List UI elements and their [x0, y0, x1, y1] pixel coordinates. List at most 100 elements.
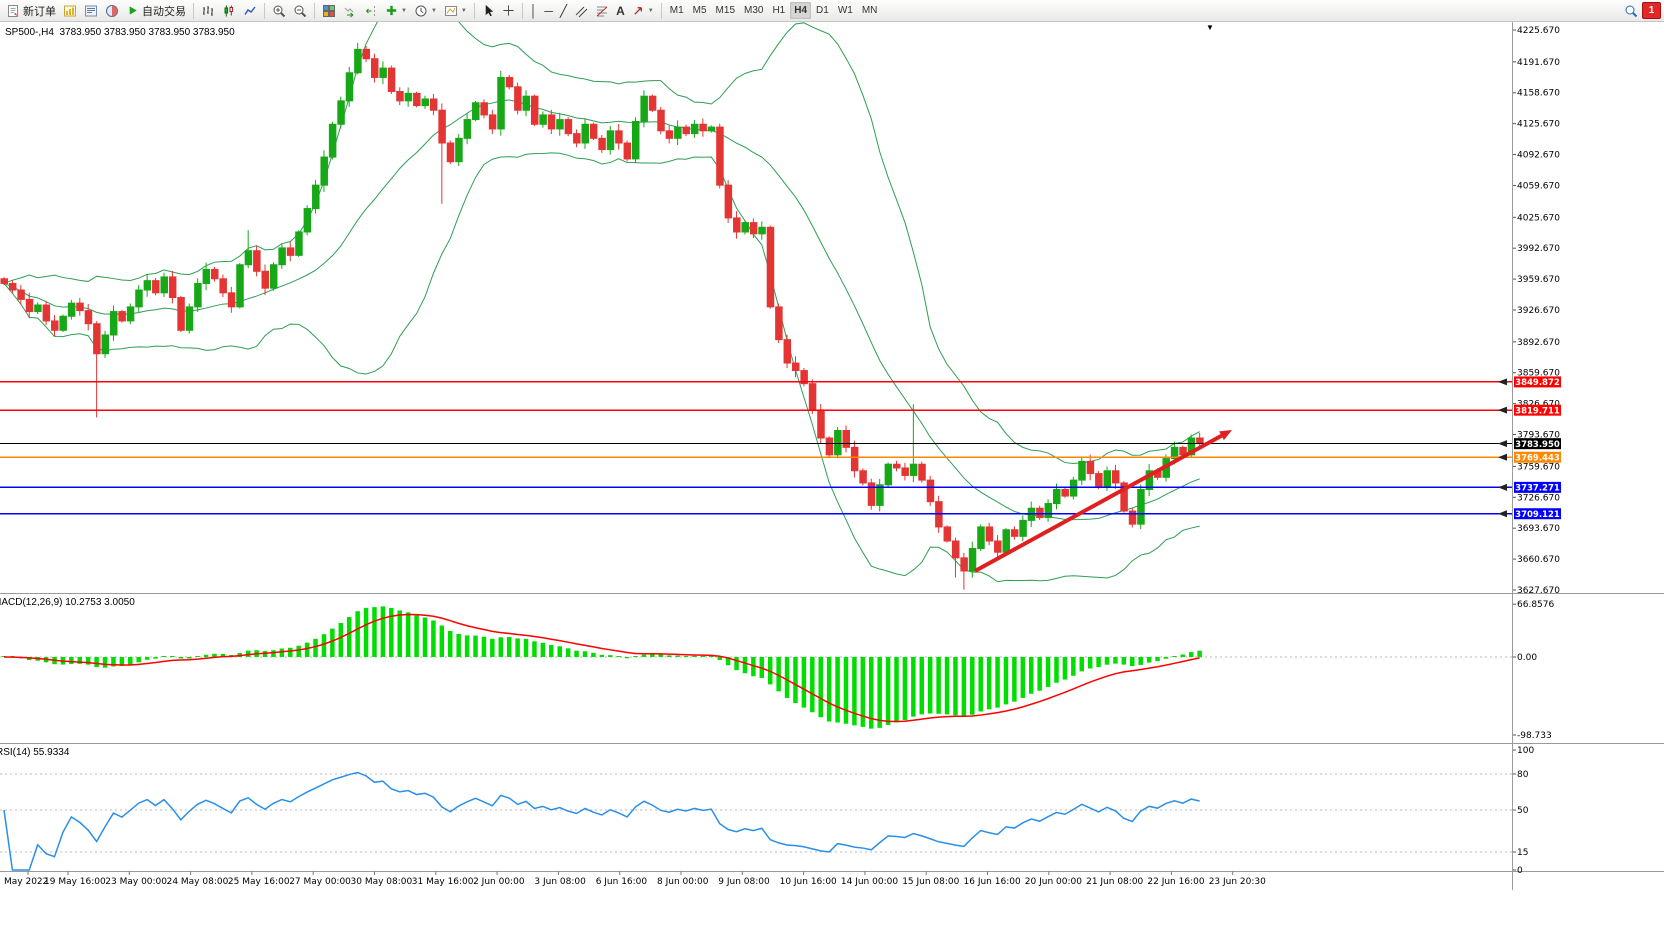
svg-text:4025.670: 4025.670 — [1517, 213, 1560, 223]
bar-chart-icon — [203, 5, 213, 16]
data-window-icon — [106, 4, 118, 17]
macd-indicator-label: MACD(12,26,9) 10.2753 3.0050 — [0, 597, 135, 608]
svg-text:3726.670: 3726.670 — [1517, 493, 1560, 503]
auto-scroll-icon — [344, 7, 354, 17]
auto-trading-button[interactable]: 自动交易 — [123, 1, 189, 20]
svg-text:3627.670: 3627.670 — [1517, 586, 1560, 596]
cursor-button[interactable] — [479, 1, 498, 20]
fibonacci-button[interactable] — [592, 1, 612, 20]
periods-button[interactable]: ▼ — [411, 1, 440, 20]
tile-windows-icon — [323, 4, 335, 17]
new-order-button[interactable]: 新订单 — [3, 1, 59, 20]
toolbar-separator — [521, 2, 523, 19]
svg-text:4059.670: 4059.670 — [1517, 181, 1560, 191]
timeframe-m30[interactable]: M30 — [744, 5, 764, 16]
svg-text:3 Jun 08:00: 3 Jun 08:00 — [534, 877, 586, 887]
svg-text:8 Jun 00:00: 8 Jun 00:00 — [657, 877, 709, 887]
trendline-icon: ╱ — [559, 3, 568, 18]
macd-signal-line — [3, 613, 1200, 723]
templates-button[interactable]: ▼ — [441, 1, 470, 20]
cursor-arrow-icon — [485, 4, 494, 17]
line-chart-button[interactable] — [240, 1, 260, 20]
new-order-icon — [8, 4, 18, 17]
svg-text:May 2022: May 2022 — [4, 877, 48, 887]
horizontal-line-button[interactable]: ─ — [541, 1, 556, 20]
horizontal-level-lines[interactable]: 3849.872 3819.711 3783.950 3769.443 3737.271… — [0, 376, 1561, 520]
auto-scroll-button[interactable] — [340, 1, 360, 20]
svg-text:9 Jun 08:00: 9 Jun 08:00 — [718, 877, 770, 887]
timeframe-w1[interactable]: W1 — [837, 5, 853, 16]
svg-text:50: 50 — [1517, 806, 1529, 816]
svg-text:3793.670: 3793.670 — [1517, 431, 1560, 441]
line-chart-icon — [244, 6, 256, 15]
horizontal-line-icon: ─ — [544, 3, 553, 18]
svg-text:2 Jun 00:00: 2 Jun 00:00 — [473, 877, 525, 887]
channel-button[interactable] — [571, 1, 591, 20]
zoom-in-button[interactable] — [269, 1, 289, 20]
svg-text:3849.872: 3849.872 — [1515, 378, 1560, 388]
candlestick-chart-button[interactable] — [219, 1, 239, 20]
price-axis[interactable]: 4225.670 4191.670 4158.670 4125.670 4092.670… — [1513, 26, 1560, 876]
timeframe-m1[interactable]: M1 — [669, 5, 684, 16]
notifications-badge[interactable]: 1 — [1642, 2, 1661, 19]
vertical-line-icon: │ — [529, 3, 538, 18]
svg-text:31 May 16:00: 31 May 16:00 — [412, 877, 474, 887]
svg-text:3892.670: 3892.670 — [1517, 338, 1560, 348]
svg-text:30 May 08:00: 30 May 08:00 — [351, 877, 413, 887]
bar-chart-button[interactable] — [198, 1, 218, 20]
svg-text:15: 15 — [1517, 848, 1528, 858]
toolbar-separator — [193, 2, 194, 19]
market-watch-icon — [85, 5, 97, 16]
arrow-tool-icon — [634, 7, 642, 15]
equidistant-channel-icon — [575, 6, 588, 17]
svg-text:3769.443: 3769.443 — [1515, 453, 1560, 463]
svg-text:14 Jun 00:00: 14 Jun 00:00 — [841, 877, 898, 887]
text-tool-icon: A — [616, 3, 625, 18]
toolbar-separator — [264, 2, 265, 19]
rsi-line — [3, 771, 1200, 871]
svg-text:3992.670: 3992.670 — [1517, 244, 1560, 254]
timeframe-m15[interactable]: M15 — [715, 5, 735, 16]
timeframe-d1[interactable]: D1 — [816, 5, 829, 16]
timeframe-h1[interactable]: H1 — [772, 5, 786, 16]
market-watch-button[interactable] — [81, 1, 101, 20]
svg-text:4158.670: 4158.670 — [1517, 89, 1560, 99]
data-window-button[interactable] — [102, 1, 122, 20]
svg-text:4125.670: 4125.670 — [1517, 120, 1560, 130]
svg-text:3759.670: 3759.670 — [1517, 462, 1560, 472]
chart-symbol-header: SP500-,H4 3783.950 3783.950 3783.950 378… — [5, 27, 235, 38]
timeframe-m5[interactable]: M5 — [692, 5, 707, 16]
panel-separators[interactable] — [0, 22, 1664, 890]
svg-text:0.00: 0.00 — [1517, 653, 1537, 663]
trend-arrow[interactable] — [974, 430, 1232, 573]
vertical-line-button[interactable]: │ — [527, 1, 541, 20]
chart-shift-button[interactable] — [361, 1, 381, 20]
candlestick-icon — [224, 5, 234, 16]
shift-marker-icon: ▼ — [1206, 23, 1214, 32]
search-button[interactable] — [1621, 1, 1641, 20]
clock-icon — [415, 5, 427, 16]
indicator-levels — [0, 656, 1512, 853]
play-icon — [129, 6, 137, 15]
zoom-in-icon — [273, 5, 286, 17]
zoom-out-button[interactable] — [290, 1, 310, 20]
svg-text:-98.733: -98.733 — [1517, 731, 1552, 741]
crosshair-button[interactable] — [499, 1, 518, 20]
svg-text:3926.670: 3926.670 — [1517, 306, 1560, 316]
arrows-button[interactable]: ▼ — [629, 1, 657, 20]
new-order-label: 新订单 — [23, 5, 56, 18]
svg-text:3737.271: 3737.271 — [1515, 484, 1560, 494]
timeframe-h4[interactable]: H4 — [790, 2, 812, 19]
indicators-button[interactable]: ▼ — [382, 1, 410, 20]
svg-text:23 May 00:00: 23 May 00:00 — [105, 877, 167, 887]
toolbar-separator — [473, 2, 475, 19]
new-chart-button[interactable] — [60, 1, 80, 20]
chevron-down-icon: ▼ — [430, 7, 437, 14]
text-button[interactable]: A — [613, 1, 628, 20]
tile-windows-button[interactable] — [319, 1, 339, 20]
chart-shift-icon — [366, 5, 375, 16]
timeframe-mn[interactable]: MN — [861, 5, 878, 16]
trendline-button[interactable]: ╱ — [557, 1, 570, 20]
